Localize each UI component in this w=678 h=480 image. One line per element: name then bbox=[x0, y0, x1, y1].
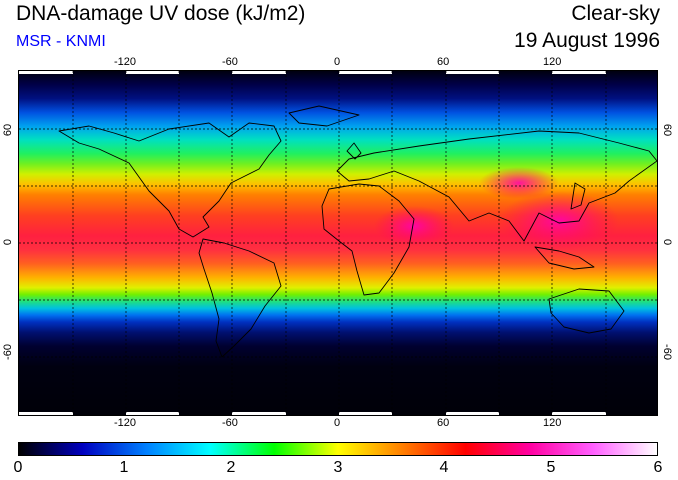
right-lat-tick: -60 bbox=[660, 344, 673, 360]
right-lat-tick: 0 bbox=[661, 238, 674, 246]
coastlines bbox=[58, 105, 657, 358]
top-lon-tick: 120 bbox=[543, 56, 562, 68]
high-dose-region bbox=[374, 206, 454, 246]
source-label: MSR - KNMI bbox=[16, 33, 106, 50]
map-title: DNA-damage UV dose (kJ/m2) bbox=[16, 2, 306, 25]
sky-condition-label: Clear-sky bbox=[571, 2, 660, 25]
bottom-lon-tick: 0 bbox=[334, 417, 341, 429]
left-lat-tick: 60 bbox=[2, 123, 15, 137]
bottom-lon-tick: -60 bbox=[222, 417, 238, 429]
top-lon-tick: -60 bbox=[222, 56, 238, 68]
color-scale-label: 5 bbox=[546, 459, 556, 476]
uv-dose-map bbox=[18, 70, 658, 416]
color-scale-bar bbox=[18, 442, 658, 456]
high-dose-region bbox=[499, 191, 619, 251]
left-lat-tick: 0 bbox=[2, 238, 15, 246]
color-scale-label: 2 bbox=[226, 459, 236, 476]
top-lon-tick: 60 bbox=[437, 56, 450, 68]
bottom-lon-tick: -120 bbox=[114, 417, 137, 429]
color-scale-label: 1 bbox=[119, 459, 129, 476]
top-lon-tick: 0 bbox=[334, 56, 341, 68]
bottom-lon-tick: 60 bbox=[437, 417, 450, 429]
color-scale-label: 3 bbox=[333, 459, 343, 476]
color-scale-label: 0 bbox=[13, 459, 23, 476]
graticule bbox=[19, 71, 657, 415]
right-lat-tick: 60 bbox=[661, 123, 674, 137]
left-lat-tick: -60 bbox=[1, 344, 14, 360]
bottom-lon-tick: 120 bbox=[543, 417, 562, 429]
top-lon-tick: -120 bbox=[114, 56, 137, 68]
color-scale-label: 4 bbox=[439, 459, 449, 476]
date-label: 19 August 1996 bbox=[514, 29, 660, 52]
color-scale-label: 6 bbox=[653, 459, 663, 476]
